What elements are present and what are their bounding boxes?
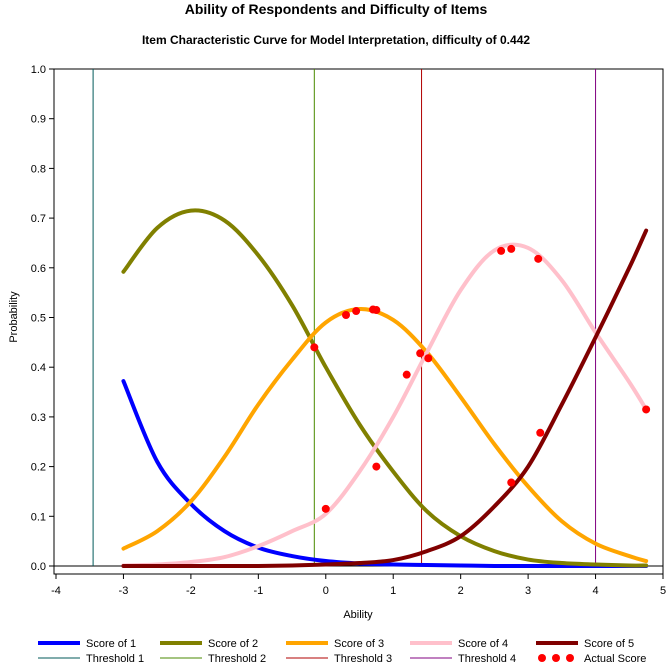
actual-score-point [507, 478, 516, 487]
legend-label-threshold-2: Threshold 2 [208, 653, 266, 665]
y-tick-label: 1.0 [31, 64, 46, 76]
x-tick-label: 1 [390, 585, 396, 597]
legend-label-score-3: Score of 3 [334, 638, 384, 650]
legend-label-threshold-3: Threshold 3 [334, 653, 392, 665]
y-tick-label: 0.3 [31, 412, 46, 424]
legend-label-score-5: Score of 5 [584, 638, 634, 650]
y-tick-label: 0.7 [31, 213, 46, 225]
actual-score-points [310, 244, 651, 513]
actual-score-point [342, 311, 351, 320]
actual-score-point [372, 306, 381, 315]
chart-subtitle: Item Characteristic Curve for Model Inte… [142, 33, 530, 47]
legend-swatch-actual-score [552, 654, 560, 662]
series-line-score-4 [121, 242, 649, 568]
series-line-score-5 [121, 228, 649, 569]
x-tick-label: 3 [525, 585, 531, 597]
actual-score-point [497, 246, 506, 255]
actual-score-point [642, 405, 651, 414]
actual-score-point [372, 462, 381, 471]
actual-score-point [507, 244, 516, 253]
y-tick-label: 0.5 [31, 313, 46, 325]
x-tick-label: 2 [458, 585, 464, 597]
actual-score-point [321, 504, 330, 513]
threshold-lines [92, 69, 597, 566]
y-axis-label: Probability [8, 291, 20, 343]
actual-score-point [424, 354, 433, 363]
y-tick-label: 0.0 [31, 561, 46, 573]
legend-label-score-1: Score of 1 [86, 638, 136, 650]
actual-score-point [534, 254, 543, 263]
x-tick-label: 5 [660, 585, 666, 597]
y-tick-label: 0.6 [31, 263, 46, 275]
legend-label-score-4: Score of 4 [458, 638, 508, 650]
legend-swatch-actual-score [538, 654, 546, 662]
y-tick-label: 0.9 [31, 114, 46, 126]
legend: Score of 1 Score of 2 Score of 3 Score of 4… [38, 638, 646, 665]
x-tick-label: -4 [51, 585, 61, 597]
y-tick-label: 0.8 [31, 163, 46, 175]
series-line-score-2 [121, 208, 649, 568]
x-tick-label: -3 [119, 585, 129, 597]
actual-score-point [416, 349, 425, 358]
x-tick-label: -2 [186, 585, 196, 597]
legend-label-threshold-1: Threshold 1 [86, 653, 144, 665]
x-tick-label: 0 [323, 585, 329, 597]
y-axis: 0.0 0.1 0.2 0.3 0.4 0.5 0.6 0.7 0.8 0.9 1.0 [31, 64, 54, 573]
legend-label-score-2: Score of 2 [208, 638, 258, 650]
curve-series [121, 208, 649, 569]
legend-swatch-actual-score [566, 654, 574, 662]
x-tick-label: 4 [592, 585, 598, 597]
plot-frame [53, 68, 664, 575]
series-line-score-3 [121, 307, 649, 564]
actual-score-point [402, 370, 411, 379]
y-tick-label: 0.1 [31, 511, 46, 523]
y-tick-label: 0.2 [31, 462, 46, 474]
actual-score-point [310, 343, 319, 352]
legend-label-threshold-4: Threshold 4 [458, 653, 516, 665]
series-line-score-1 [121, 379, 649, 569]
chart-title: Ability of Respondents and Difficulty of… [185, 1, 488, 17]
actual-score-point [352, 307, 361, 316]
x-axis-label: Ability [343, 609, 373, 621]
y-tick-label: 0.4 [31, 362, 46, 374]
x-tick-label: -1 [253, 585, 263, 597]
legend-label-actual-score: Actual Score [584, 653, 646, 665]
x-axis: -4 -3 -2 -1 0 1 2 3 4 5 [51, 574, 666, 597]
actual-score-point [536, 428, 545, 437]
